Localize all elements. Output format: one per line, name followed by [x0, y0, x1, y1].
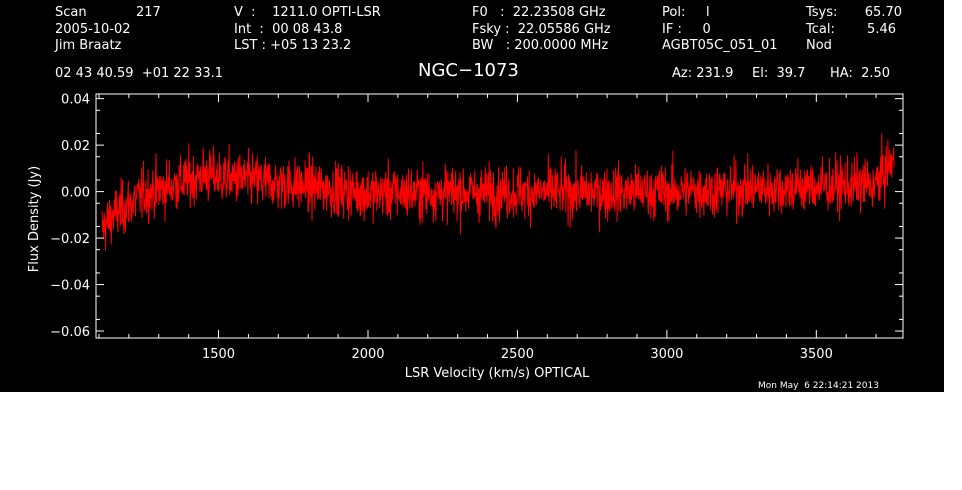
azimuth-readout: Az: 231.9: [672, 66, 734, 81]
y-tick-label: −0.04: [50, 279, 90, 294]
x-tick-label: 3000: [650, 347, 683, 362]
source-name: NGC−1073: [418, 60, 519, 81]
observer-name: Jim Braatz: [55, 38, 122, 53]
elevation-readout: El: 39.7: [752, 66, 806, 81]
bandwidth-readout: BW : 200.0000 MHz: [472, 38, 609, 53]
scan-value: 217: [136, 5, 161, 20]
spectrum-line: [101, 133, 895, 251]
tsys-value: 65.70: [864, 5, 902, 20]
observing-mode: Nod: [806, 38, 832, 53]
x-axis-label: LSR Velocity (km/s) OPTICAL: [405, 366, 590, 381]
x-tick-label: 2000: [351, 347, 384, 362]
velocity-readout: V : 1211.0 OPTI-LSR: [234, 5, 381, 20]
x-tick-label: 3500: [800, 347, 833, 362]
f0-readout: F0 : 22.23508 GHz: [472, 5, 606, 20]
scan-label: Scan: [55, 5, 87, 20]
axis-ticks: 1500 2000 2500 3000 3500 −0.06 −0.04 −0.02 0.00 0…: [50, 93, 903, 362]
y-tick-label: −0.02: [50, 232, 90, 247]
plot-frame: [95, 93, 904, 339]
plot-timestamp: Mon May 6 22:14:21 2013: [758, 381, 879, 391]
lst-readout: LST : +05 13 23.2: [234, 38, 352, 53]
spectrum-chart: 1500 2000 2500 3000 3500 −0.06 −0.04 −0.02 0.00 0…: [27, 93, 904, 381]
fsky-readout: Fsky : 22.05586 GHz: [472, 22, 611, 37]
y-tick-label: 0.04: [61, 93, 90, 108]
x-tick-label: 1500: [202, 347, 235, 362]
observation-date: 2005-10-02: [55, 22, 131, 37]
y-tick-label: −0.06: [50, 325, 90, 340]
x-tick-label: 2500: [501, 347, 534, 362]
plot-panel: Scan 217 2005-10-02 Jim Braatz 02 43 40.…: [0, 0, 944, 392]
tcal-label: Tcal:: [806, 22, 835, 37]
y-tick-label: 0.02: [61, 139, 90, 154]
y-tick-label: 0.00: [61, 186, 90, 201]
tsys-label: Tsys:: [806, 5, 838, 20]
hour-angle-readout: HA: 2.50: [830, 66, 891, 81]
integration-time: Int : 00 08 43.8: [234, 22, 343, 37]
spectrum-trace: [101, 133, 895, 251]
y-axis-label: Flux Density (Jy): [27, 166, 42, 272]
if-readout: IF : 0: [662, 22, 711, 37]
project-id: AGBT05C_051_01: [662, 38, 778, 53]
polarization-readout: Pol: l: [662, 5, 710, 20]
source-coordinates: 02 43 40.59 +01 22 33.1: [55, 66, 224, 81]
tcal-value: 5.46: [867, 22, 896, 37]
